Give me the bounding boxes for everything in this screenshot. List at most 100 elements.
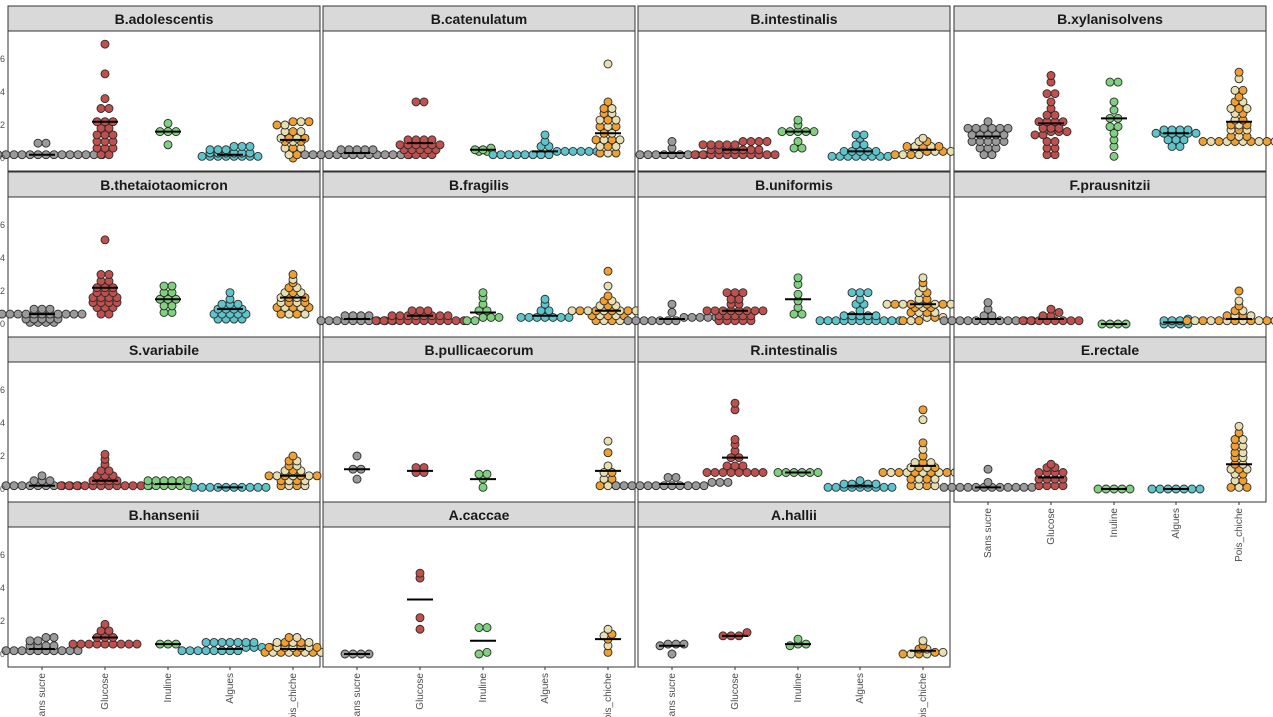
panel-strip [637,336,951,363]
data-point [261,482,271,492]
data-point [132,639,142,649]
panel-frame [953,196,1267,338]
data-point [702,468,712,477]
data-point [494,312,504,322]
data-point [108,130,118,140]
data-point [9,481,19,491]
data-point [104,466,114,476]
y-tick-label: 2 [0,616,5,626]
data-point [56,481,66,491]
data-point [647,316,657,326]
x-tick-label: Algues [225,673,236,704]
data-point [611,115,621,125]
data-point [96,104,106,113]
data-point [963,482,973,492]
data-point [1182,316,1192,326]
data-point [971,316,981,326]
data-point [770,150,780,160]
data-point [995,316,1005,326]
data-point [225,638,235,647]
data-point [939,482,949,492]
x-tick-label: Algues [855,673,866,704]
panel: E.rectale [939,336,1267,503]
data-point [312,642,322,652]
data-point [470,316,480,326]
y-tick-label: 2 [0,451,5,461]
data-point [245,141,255,151]
data-point [627,481,637,491]
data-point [9,646,19,656]
data-point [839,479,849,489]
data-point [104,150,114,160]
y-tick-label: 4 [0,418,5,428]
data-point [1242,104,1252,113]
data-point [567,306,577,316]
data-point [76,639,86,649]
data-point [49,633,59,642]
data-point [415,613,425,623]
data-point [603,448,613,458]
data-point [611,141,621,151]
data-point [762,137,772,146]
data-point [871,146,881,156]
data-point [906,150,916,160]
data-point [863,311,873,321]
data-point [730,288,740,298]
data-point [793,634,803,644]
data-point [68,639,78,649]
data-point [750,468,760,477]
data-point [1109,97,1119,107]
data-point [185,646,195,656]
data-point [663,473,673,482]
panel: R.intestinalis [611,336,968,503]
data-point [785,641,795,651]
data-point [37,304,47,314]
data-point [871,311,881,321]
data-point [983,477,993,487]
data-point [183,476,193,486]
data-point [415,306,425,316]
data-point [1155,484,1165,494]
data-point [738,137,748,146]
data-point [1109,128,1119,138]
data-point [963,123,973,133]
data-point [33,636,43,646]
x-tick-label: Sans sucre [37,673,48,717]
data-point [1105,77,1115,87]
data-point [104,309,114,319]
data-point [84,639,94,649]
data-point [938,299,948,309]
data-point [898,299,908,309]
x-tick-label: Sans sucre [983,508,994,558]
data-point [324,316,334,326]
data-point [482,623,492,633]
panel-title: F.prausnitzii [1070,177,1151,193]
data-point [898,649,908,659]
data-point [352,451,362,461]
data-point [512,150,522,160]
data-point [1234,421,1244,431]
x-tick-label: Inuline [1109,508,1120,538]
data-point [797,309,807,319]
data-point [163,118,173,128]
data-point [690,150,700,160]
data-point [379,316,389,326]
data-point [451,316,461,326]
data-point [707,477,717,487]
data-point [603,291,613,301]
data-point [815,316,825,326]
y-tick-label: 4 [0,87,5,97]
data-point [863,288,873,298]
data-point [934,141,944,151]
data-point [918,415,928,425]
data-point [847,311,857,321]
data-point [675,150,685,160]
data-point [540,294,550,304]
data-point [955,482,965,492]
data-point [61,309,71,319]
data-point [478,482,488,492]
panel-title: B.catenulatum [431,11,527,27]
data-point [1050,137,1060,146]
data-point [1046,97,1056,107]
data-point [847,479,857,489]
